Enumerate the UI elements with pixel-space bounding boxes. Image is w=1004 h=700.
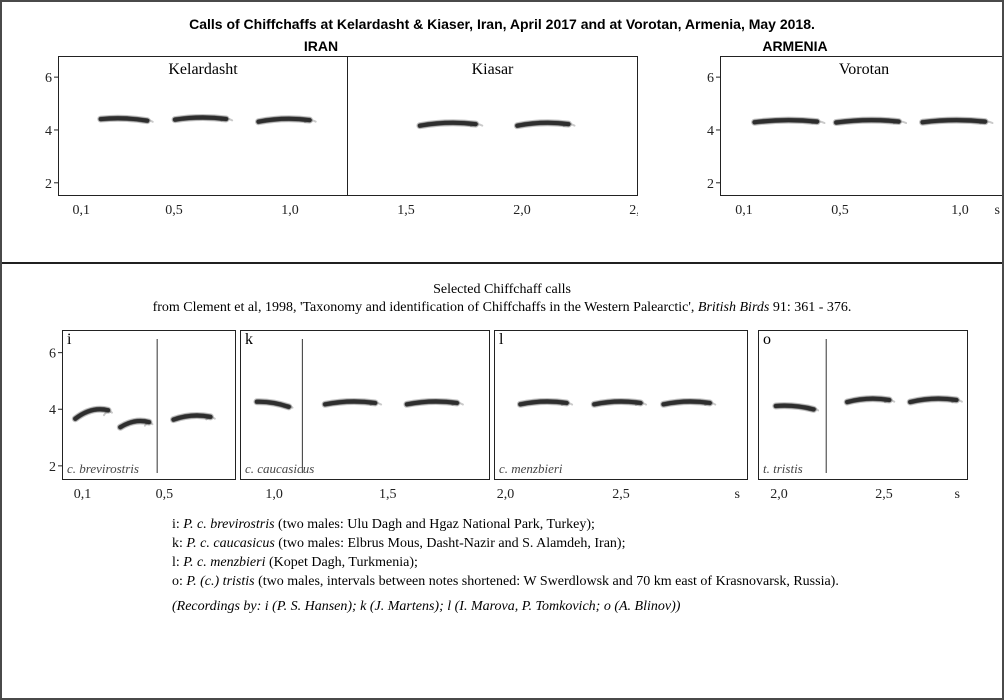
svg-text:s: s xyxy=(955,487,960,502)
svg-text:1,0: 1,0 xyxy=(281,203,299,218)
x-axis: 2,0 2,5 s xyxy=(494,480,748,504)
svg-text:0,5: 0,5 xyxy=(831,203,849,218)
y-axis: 2 4 6 xyxy=(690,56,720,220)
legend-k: k: P. c. caucasicus (two males: Elbrus M… xyxy=(172,535,932,554)
panel-code: o xyxy=(763,331,771,349)
svg-text:6: 6 xyxy=(707,71,714,86)
svg-text:4: 4 xyxy=(49,403,56,418)
panel-code: k xyxy=(245,331,253,349)
subspecies-label: c. brevirostris xyxy=(67,461,139,477)
panel-code: l xyxy=(499,331,503,349)
svg-text:2,0: 2,0 xyxy=(770,487,788,502)
svg-text:2,5: 2,5 xyxy=(875,487,893,502)
panel-title: Vorotan xyxy=(839,61,889,79)
citation-line: from Clement et al, 1998, 'Taxonomy and … xyxy=(32,300,972,316)
svg-text:2,5: 2,5 xyxy=(629,203,638,218)
spectro-panel-kiasar: Kiasar 1,5 2,0 2,5 xyxy=(348,56,638,220)
panel-code: i xyxy=(67,331,71,349)
bottom-section: Selected Chiffchaff calls from Clement e… xyxy=(2,264,1002,698)
spectrogram-svg xyxy=(241,331,491,481)
svg-text:1,5: 1,5 xyxy=(397,203,415,218)
selected-calls-title: Selected Chiffchaff calls xyxy=(32,282,972,298)
panel-title: Kelardasht xyxy=(168,61,237,79)
spectrogram-svg xyxy=(759,331,969,481)
legend-recordings: (Recordings by: i (P. S. Hansen); k (J. … xyxy=(172,598,932,617)
x-axis: 2,0 2,5 s xyxy=(758,480,968,504)
svg-text:0,1: 0,1 xyxy=(72,203,90,218)
legend-l: l: P. c. menzbieri (Kopet Dagh, Turkmeni… xyxy=(172,554,932,573)
citation-journal: British Birds xyxy=(698,300,769,315)
spectro-panel-o: o t. tristis 2,0 2,5 s xyxy=(758,330,968,504)
country-labels-row: IRAN ARMENIA xyxy=(28,38,976,54)
spectro-panel-l: l c. menzbieri 2,0 2,5 s xyxy=(494,330,748,504)
spectrogram-svg xyxy=(63,331,237,481)
svg-text:2,5: 2,5 xyxy=(612,487,630,502)
svg-text:4: 4 xyxy=(707,124,714,139)
bottom-spectro-row: 2 4 6i c. brevirostris 0,1 0,5 k c. caucasicus 1… xyxy=(32,330,972,504)
x-axis: 0,1 0,5 xyxy=(62,480,236,504)
subspecies-label: c. menzbieri xyxy=(499,461,563,477)
svg-text:0,1: 0,1 xyxy=(735,203,753,218)
svg-text:2,0: 2,0 xyxy=(513,203,531,218)
svg-text:6: 6 xyxy=(45,71,52,86)
panel-title: Kiasar xyxy=(472,61,514,79)
svg-text:1,0: 1,0 xyxy=(951,203,969,218)
svg-text:2: 2 xyxy=(49,460,56,475)
spectro-panel-k: k c. caucasicus 1,0 1,5 xyxy=(240,330,490,504)
svg-text:1,5: 1,5 xyxy=(379,487,397,502)
svg-text:2,0: 2,0 xyxy=(497,487,515,502)
legend-i: i: P. c. brevirostris (two males: Ulu Da… xyxy=(172,516,932,535)
svg-text:s: s xyxy=(995,203,1000,218)
citation-post: 91: 361 - 376. xyxy=(769,300,851,315)
legend-block: i: P. c. brevirostris (two males: Ulu Da… xyxy=(172,516,932,616)
citation-pre: from Clement et al, 1998, 'Taxonomy and … xyxy=(153,300,698,315)
x-axis: 0,1 0,5 1,0 xyxy=(58,196,348,220)
figure-page: Calls of Chiffchaffs at Kelardasht & Kia… xyxy=(0,0,1004,700)
y-axis: 2 4 6 xyxy=(32,330,62,504)
country-label-armenia: ARMENIA xyxy=(614,38,976,54)
x-axis: 1,0 1,5 xyxy=(240,480,490,504)
svg-text:0,5: 0,5 xyxy=(165,203,183,218)
svg-text:0,5: 0,5 xyxy=(156,487,174,502)
subspecies-label: t. tristis xyxy=(763,461,803,477)
subspecies-label: c. caucasicus xyxy=(245,461,314,477)
top-section: Calls of Chiffchaffs at Kelardasht & Kia… xyxy=(2,2,1002,260)
spectrogram-svg xyxy=(495,331,749,481)
iran-panel-group: 2 4 6 Kelardasht 0,1 0,5 1,0 Kiasar 1,5 2,0 2,5 xyxy=(28,56,638,220)
x-axis: 1,5 2,0 2,5 xyxy=(348,196,638,220)
svg-text:2: 2 xyxy=(45,177,52,192)
svg-text:s: s xyxy=(735,487,740,502)
country-label-iran: IRAN xyxy=(28,38,614,54)
svg-text:6: 6 xyxy=(49,347,56,362)
svg-text:1,0: 1,0 xyxy=(265,487,283,502)
svg-text:4: 4 xyxy=(45,124,52,139)
spectro-panel-vorotan: 2 4 6 Vorotan 0,1 0,5 1,0 s xyxy=(690,56,1004,220)
spectro-panel-i: 2 4 6i c. brevirostris 0,1 0,5 xyxy=(32,330,236,504)
y-axis: 2 4 6 xyxy=(28,56,58,220)
top-spectro-row: 2 4 6 Kelardasht 0,1 0,5 1,0 Kiasar 1,5 2,0 2,5 2 4 6… xyxy=(28,56,976,220)
main-title: Calls of Chiffchaffs at Kelardasht & Kia… xyxy=(28,16,976,32)
legend-o: o: P. (c.) tristis (two males, intervals… xyxy=(172,573,932,592)
x-axis: 0,1 0,5 1,0 s xyxy=(720,196,1004,220)
spectro-panel-kelardasht: 2 4 6 Kelardasht 0,1 0,5 1,0 xyxy=(28,56,348,220)
svg-text:2: 2 xyxy=(707,177,714,192)
svg-text:0,1: 0,1 xyxy=(74,487,92,502)
